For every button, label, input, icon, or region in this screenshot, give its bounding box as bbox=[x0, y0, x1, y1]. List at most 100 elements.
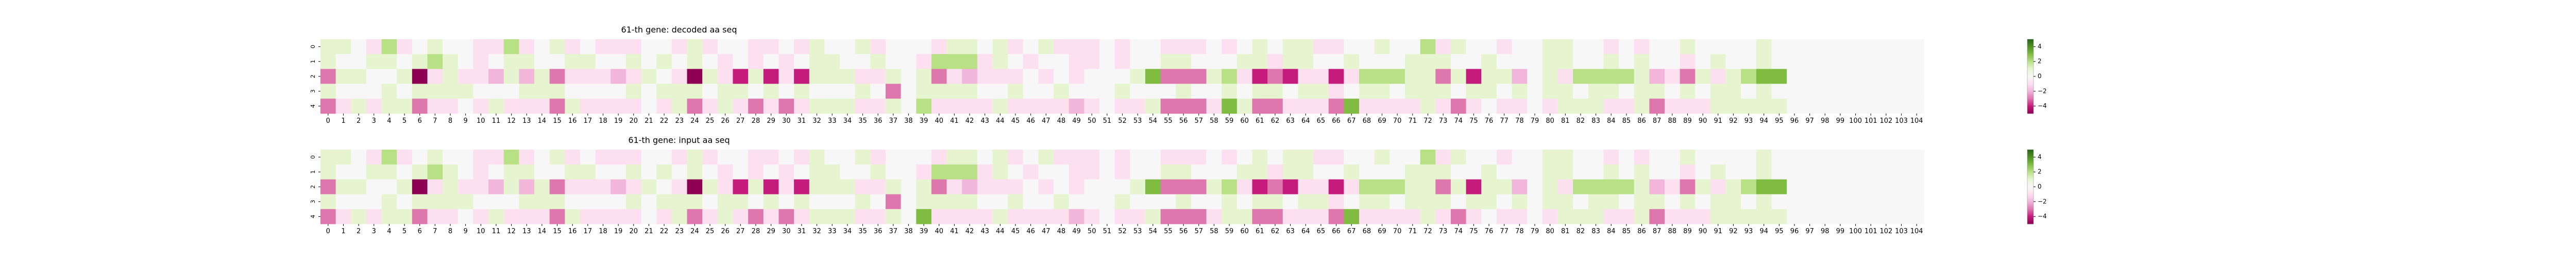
heatmap-cell bbox=[1878, 179, 1894, 195]
heatmap-cell bbox=[855, 179, 871, 195]
heatmap-cell bbox=[473, 150, 489, 165]
heatmap-cell bbox=[824, 54, 840, 69]
heatmap-cell bbox=[733, 99, 749, 114]
heatmap-cell bbox=[1863, 209, 1879, 224]
heatmap-cell bbox=[1741, 69, 1757, 84]
heatmap-cell bbox=[687, 99, 703, 114]
colorbar-segment bbox=[2027, 99, 2033, 101]
heatmap-cell bbox=[1893, 209, 1909, 224]
x-tick-label: 70 bbox=[1393, 228, 1402, 235]
heatmap-cell bbox=[885, 194, 902, 209]
heatmap-cell bbox=[1527, 150, 1543, 165]
heatmap-cell bbox=[748, 84, 764, 99]
heatmap-cell bbox=[1588, 84, 1604, 99]
heatmap-cell bbox=[1206, 164, 1222, 180]
heatmap-cell bbox=[687, 194, 703, 209]
heatmap-cell bbox=[1695, 179, 1711, 195]
heatmap-cell bbox=[534, 54, 550, 69]
x-tick-label: 66 bbox=[1332, 228, 1341, 235]
heatmap-cell bbox=[397, 69, 413, 84]
heatmap-cell bbox=[1404, 54, 1421, 69]
heatmap-cell bbox=[1176, 150, 1192, 165]
heatmap-cell bbox=[1863, 150, 1879, 165]
heatmap-cell bbox=[1038, 194, 1054, 209]
colorbar-segment bbox=[2027, 91, 2033, 92]
heatmap-cell bbox=[1176, 54, 1192, 69]
heatmap-cell bbox=[1267, 164, 1283, 180]
heatmap-cell bbox=[992, 99, 1008, 114]
heatmap-cell bbox=[1404, 179, 1421, 195]
heatmap-cell bbox=[320, 194, 336, 209]
heatmap-cell bbox=[1359, 69, 1375, 84]
y-ticks-input: 0 1 2 3 4 bbox=[310, 155, 320, 218]
heatmap-cell bbox=[992, 194, 1008, 209]
heatmap-cell bbox=[1267, 69, 1283, 84]
x-tick-label: 1 bbox=[341, 117, 345, 125]
heatmap-cell bbox=[946, 209, 962, 224]
heatmap-cell bbox=[1267, 150, 1283, 165]
heatmap-cell bbox=[565, 209, 581, 224]
heatmap-cell bbox=[1817, 39, 1833, 55]
colorbar-segment bbox=[2027, 64, 2033, 66]
heatmap-cell bbox=[840, 209, 856, 224]
heatmap-cell bbox=[1802, 164, 1818, 180]
heatmap-cell bbox=[1893, 164, 1909, 180]
colorbar-segment bbox=[2027, 214, 2033, 215]
heatmap-cell bbox=[320, 99, 336, 114]
heatmap-cell bbox=[1054, 99, 1070, 114]
heatmap-cell bbox=[473, 69, 489, 84]
heatmap-cell bbox=[1481, 99, 1497, 114]
heatmap-cell bbox=[1435, 39, 1451, 55]
heatmap-cell bbox=[778, 179, 794, 195]
heatmap-cell bbox=[763, 194, 779, 209]
colorbar-segment bbox=[2027, 76, 2033, 78]
heatmap-cell bbox=[1222, 39, 1238, 55]
heatmap-cell bbox=[946, 194, 962, 209]
colorbar-segment bbox=[2027, 155, 2033, 156]
heatmap-cell bbox=[1282, 209, 1298, 224]
heatmap-cell bbox=[1802, 150, 1818, 165]
x-tick-label: 46 bbox=[1026, 228, 1035, 235]
x-tick-label: 84 bbox=[1607, 117, 1616, 125]
heatmap-cell bbox=[748, 69, 764, 84]
heatmap-cell bbox=[1420, 84, 1436, 99]
heatmap-cell bbox=[427, 84, 443, 99]
x-tick-label: 100 bbox=[1849, 228, 1862, 235]
heatmap-cell bbox=[717, 209, 733, 224]
x-tick-label: 88 bbox=[1668, 228, 1677, 235]
heatmap-cell bbox=[1389, 194, 1405, 209]
heatmap-cell bbox=[427, 150, 443, 165]
heatmap-cell bbox=[1374, 150, 1390, 165]
heatmap-cell bbox=[870, 99, 886, 114]
x-tick-label: 10 bbox=[477, 228, 485, 235]
x-tick-label: 12 bbox=[507, 228, 516, 235]
colorbar-segment bbox=[2027, 42, 2033, 44]
x-tick-label: 63 bbox=[1286, 228, 1295, 235]
heatmap-cell bbox=[534, 194, 550, 209]
x-tick-label: 58 bbox=[1210, 228, 1218, 235]
heatmap-cell bbox=[1130, 39, 1146, 55]
heatmap-cell bbox=[1282, 150, 1298, 165]
x-tick-label: 34 bbox=[843, 228, 852, 235]
colorbar-segment bbox=[2027, 171, 2033, 173]
heatmap-panel-decoded: 61-th gene: decoded aa seq 0 1 2 3 4 5 6 7 8 9 10 1… bbox=[310, 25, 2047, 125]
heatmap-cell bbox=[702, 179, 718, 195]
heatmap-cell bbox=[1114, 164, 1130, 180]
heatmap-cell bbox=[778, 99, 794, 114]
heatmap-cell bbox=[320, 150, 336, 165]
heatmap-cell bbox=[1542, 39, 1558, 55]
x-tick-label: 65 bbox=[1317, 117, 1326, 125]
heatmap-cell bbox=[549, 99, 565, 114]
x-tick-label: 32 bbox=[812, 117, 821, 125]
x-tick-label: 99 bbox=[1836, 117, 1845, 125]
x-tick-label: 30 bbox=[782, 228, 791, 235]
heatmap-cell bbox=[519, 99, 535, 114]
heatmap-cell bbox=[1787, 194, 1803, 209]
colorbar-tick-label: 4 bbox=[2038, 43, 2042, 50]
colorbar-segment bbox=[2027, 58, 2033, 59]
heatmap-cell bbox=[549, 54, 565, 69]
heatmap-cell bbox=[1741, 179, 1757, 195]
x-tick-label: 96 bbox=[1790, 117, 1799, 125]
heatmap-cell bbox=[1878, 69, 1894, 84]
heatmap-cell bbox=[1466, 150, 1482, 165]
